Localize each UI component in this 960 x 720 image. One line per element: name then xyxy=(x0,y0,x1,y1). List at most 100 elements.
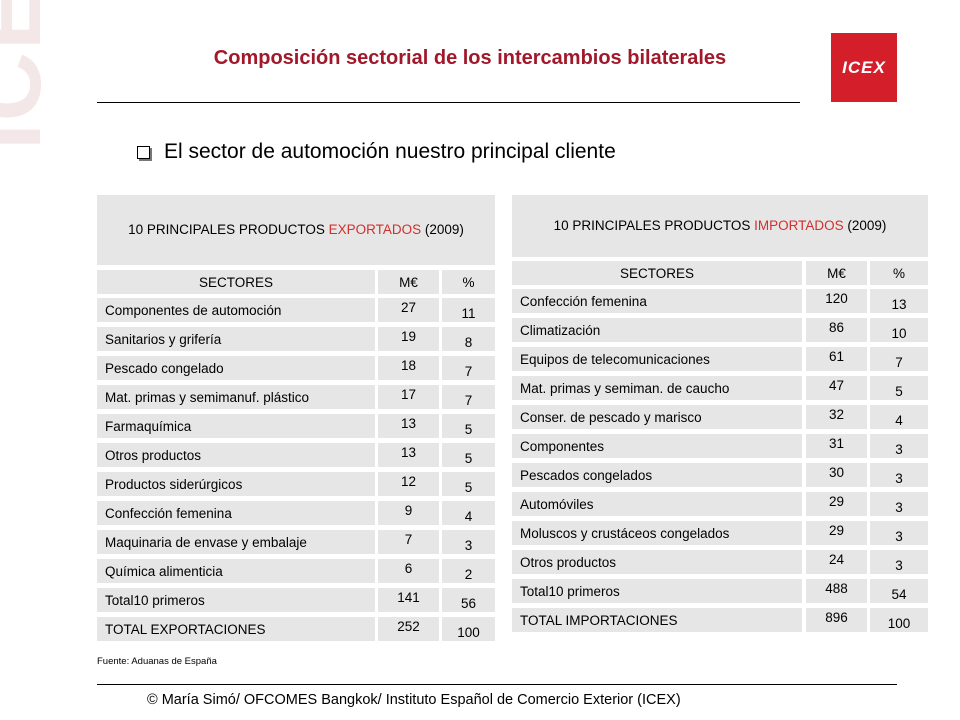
row-sector-name: TOTAL IMPORTACIONES xyxy=(512,608,802,632)
row-value-meur: 9 xyxy=(378,501,439,525)
table-row: Pescado congelado 18 7 xyxy=(97,356,495,380)
row-percentage: 3 xyxy=(870,550,928,574)
row-percentage: 5 xyxy=(442,472,495,496)
row-percentage: 3 xyxy=(870,492,928,516)
row-percentage: 8 xyxy=(442,327,495,351)
row-percentage: 3 xyxy=(442,530,495,554)
row-percentage: 5 xyxy=(870,376,928,400)
imports-col-sectores: SECTORES xyxy=(512,261,802,285)
row-value-meur: 141 xyxy=(378,588,439,612)
table-row: Componentes 31 3 xyxy=(512,434,928,458)
row-value-meur: 488 xyxy=(806,579,867,603)
row-value-meur: 29 xyxy=(806,492,867,516)
row-percentage: 5 xyxy=(442,414,495,438)
imports-table-header: 10 PRINCIPALES PRODUCTOS IMPORTADOS (200… xyxy=(512,195,928,257)
table-row: Conser. de pescado y marisco 32 4 xyxy=(512,405,928,429)
row-sector-name: TOTAL EXPORTACIONES xyxy=(97,617,375,641)
row-percentage: 3 xyxy=(870,434,928,458)
imports-header-highlight: IMPORTADOS xyxy=(754,218,844,233)
table-row: Total10 primeros 488 54 xyxy=(512,579,928,603)
table-row: Total10 primeros 141 56 xyxy=(97,588,495,612)
table-row: Moluscos y crustáceos congelados 29 3 xyxy=(512,521,928,545)
table-row: Otros productos 24 3 xyxy=(512,550,928,574)
table-row: Química alimenticia 6 2 xyxy=(97,559,495,583)
row-value-meur: 18 xyxy=(378,356,439,380)
row-value-meur: 12 xyxy=(378,472,439,496)
exports-header-highlight: EXPORTADOS xyxy=(328,222,422,237)
row-sector-name: Maquinaria de envase y embalaje xyxy=(97,530,375,554)
row-percentage: 100 xyxy=(442,617,495,641)
row-value-meur: 61 xyxy=(806,347,867,371)
row-value-meur: 32 xyxy=(806,405,867,429)
row-value-meur: 24 xyxy=(806,550,867,574)
table-row: Sanitarios y grifería 19 8 xyxy=(97,327,495,351)
imports-col-pct: % xyxy=(870,261,928,285)
row-percentage: 54 xyxy=(870,579,928,603)
row-percentage: 7 xyxy=(442,385,495,409)
table-row: TOTAL IMPORTACIONES 896 100 xyxy=(512,608,928,632)
exports-col-meur: M€ xyxy=(378,270,439,294)
row-percentage: 100 xyxy=(870,608,928,632)
footer-divider xyxy=(97,684,897,685)
exports-col-pct: % xyxy=(442,270,495,294)
exports-table: 10 PRINCIPALES PRODUCTOS EXPORTADOS (200… xyxy=(97,195,495,643)
footer-credit: © María Simó/ OFCOMES Bangkok/ Instituto… xyxy=(147,692,681,708)
row-percentage: 11 xyxy=(442,298,495,322)
page-title: Composición sectorial de los intercambio… xyxy=(213,47,727,69)
exports-header-text: 10 PRINCIPALES PRODUCTOS xyxy=(128,222,329,237)
icex-watermark: ICEX xyxy=(0,0,61,150)
table-row: Automóviles 29 3 xyxy=(512,492,928,516)
table-row: Otros productos 13 5 xyxy=(97,443,495,467)
row-value-meur: 30 xyxy=(806,463,867,487)
row-sector-name: Climatización xyxy=(512,318,802,342)
table-row: Componentes de automoción 27 11 xyxy=(97,298,495,322)
row-value-meur: 86 xyxy=(806,318,867,342)
row-percentage: 7 xyxy=(870,347,928,371)
table-row: Confección femenina 9 4 xyxy=(97,501,495,525)
row-percentage: 10 xyxy=(870,318,928,342)
source-note: Fuente: Aduanas de España xyxy=(97,656,217,667)
title-divider xyxy=(97,102,800,103)
row-sector-name: Farmaquímica xyxy=(97,414,375,438)
row-value-meur: 27 xyxy=(378,298,439,322)
imports-header-text: 10 PRINCIPALES PRODUCTOS xyxy=(553,218,755,233)
row-sector-name: Componentes xyxy=(512,434,802,458)
row-sector-name: Moluscos y crustáceos congelados xyxy=(512,521,802,545)
icex-logo: ICEX xyxy=(831,33,897,102)
row-percentage: 3 xyxy=(870,463,928,487)
row-value-meur: 29 xyxy=(806,521,867,545)
row-sector-name: Otros productos xyxy=(97,443,375,467)
exports-column-header-row: SECTORES M€% xyxy=(97,270,495,294)
table-row: TOTAL EXPORTACIONES 252 100 xyxy=(97,617,495,641)
row-value-meur: 19 xyxy=(378,327,439,351)
imports-header-year: (2009) xyxy=(843,218,887,233)
row-sector-name: Productos siderúrgicos xyxy=(97,472,375,496)
row-sector-name: Pescados congelados xyxy=(512,463,802,487)
row-percentage: 13 xyxy=(870,289,928,313)
table-row: Mat. primas y semimanuf. plástico 17 7 xyxy=(97,385,495,409)
table-row: Farmaquímica 13 5 xyxy=(97,414,495,438)
exports-col-sectores: SECTORES xyxy=(97,270,375,294)
row-value-meur: 31 xyxy=(806,434,867,458)
row-sector-name: Equipos de telecomunicaciones xyxy=(512,347,802,371)
row-sector-name: Total10 primeros xyxy=(97,588,375,612)
row-sector-name: Pescado congelado xyxy=(97,356,375,380)
imports-col-meur: M€ xyxy=(806,261,867,285)
row-value-meur: 13 xyxy=(378,414,439,438)
row-percentage: 4 xyxy=(442,501,495,525)
row-percentage: 56 xyxy=(442,588,495,612)
imports-table: 10 PRINCIPALES PRODUCTOS IMPORTADOS (200… xyxy=(512,195,928,635)
row-percentage: 7 xyxy=(442,356,495,380)
row-sector-name: Conser. de pescado y marisco xyxy=(512,405,802,429)
row-percentage: 4 xyxy=(870,405,928,429)
row-sector-name: Confección femenina xyxy=(97,501,375,525)
imports-column-header-row: SECTORES M€% xyxy=(512,261,928,285)
checkbox-bullet-icon xyxy=(137,145,150,159)
row-sector-name: Total10 primeros xyxy=(512,579,802,603)
row-percentage: 3 xyxy=(870,521,928,545)
row-value-meur: 252 xyxy=(378,617,439,641)
row-value-meur: 896 xyxy=(806,608,867,632)
row-sector-name: Otros productos xyxy=(512,550,802,574)
table-row: Equipos de telecomunicaciones 61 7 xyxy=(512,347,928,371)
row-value-meur: 13 xyxy=(378,443,439,467)
